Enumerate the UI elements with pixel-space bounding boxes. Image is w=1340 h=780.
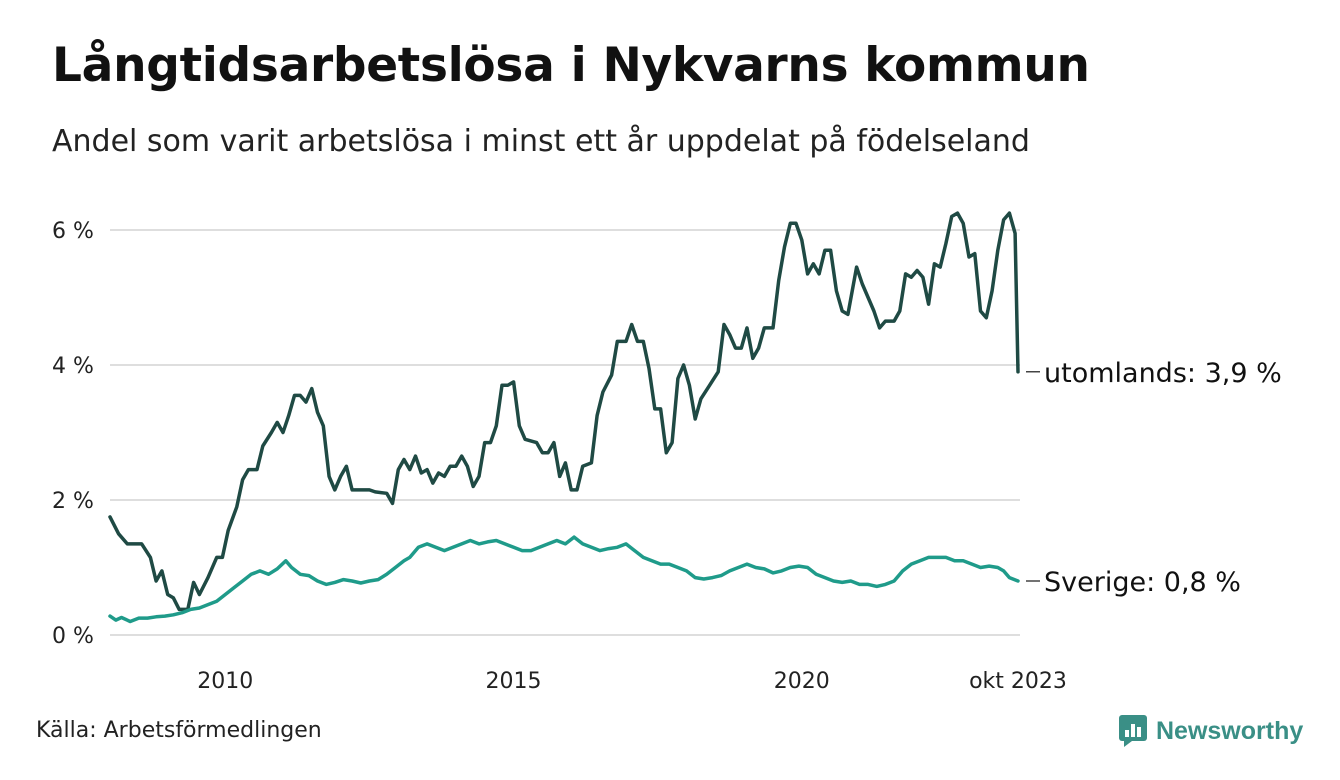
- chart-subtitle: Andel som varit arbetslösa i minst ett å…: [52, 124, 1030, 159]
- x-tick-label: okt 2023: [969, 669, 1067, 694]
- end-label-sverige: Sverige: 0,8 %: [1044, 567, 1241, 598]
- y-tick-label: 4 %: [52, 354, 94, 379]
- x-tick-label: 2015: [486, 669, 542, 694]
- series-line-sverige: [108, 535, 1020, 624]
- x-tick-label: 2020: [774, 669, 830, 694]
- y-tick-label: 2 %: [52, 489, 94, 514]
- chart-title: Långtidsarbetslösa i Nykvarns kommun: [52, 38, 1090, 93]
- x-tick-label: 2010: [197, 669, 253, 694]
- brand-name: Newsworthy: [1156, 716, 1304, 745]
- brand-logo[interactable]: Newsworthy: [1118, 713, 1303, 749]
- y-tick-label: 0 %: [52, 624, 94, 649]
- line-chart: 0 % 2 % 4 % 6 % 2010 2015 2020 okt 2023 utomland…: [52, 211, 1282, 694]
- newsworthy-icon: [1118, 714, 1148, 748]
- source-note: Källa: Arbetsförmedlingen: [36, 718, 322, 743]
- end-label-utomlands: utomlands: 3,9 %: [1044, 358, 1282, 389]
- y-tick-label: 6 %: [52, 219, 94, 244]
- series-line-utomlands: [108, 211, 1020, 612]
